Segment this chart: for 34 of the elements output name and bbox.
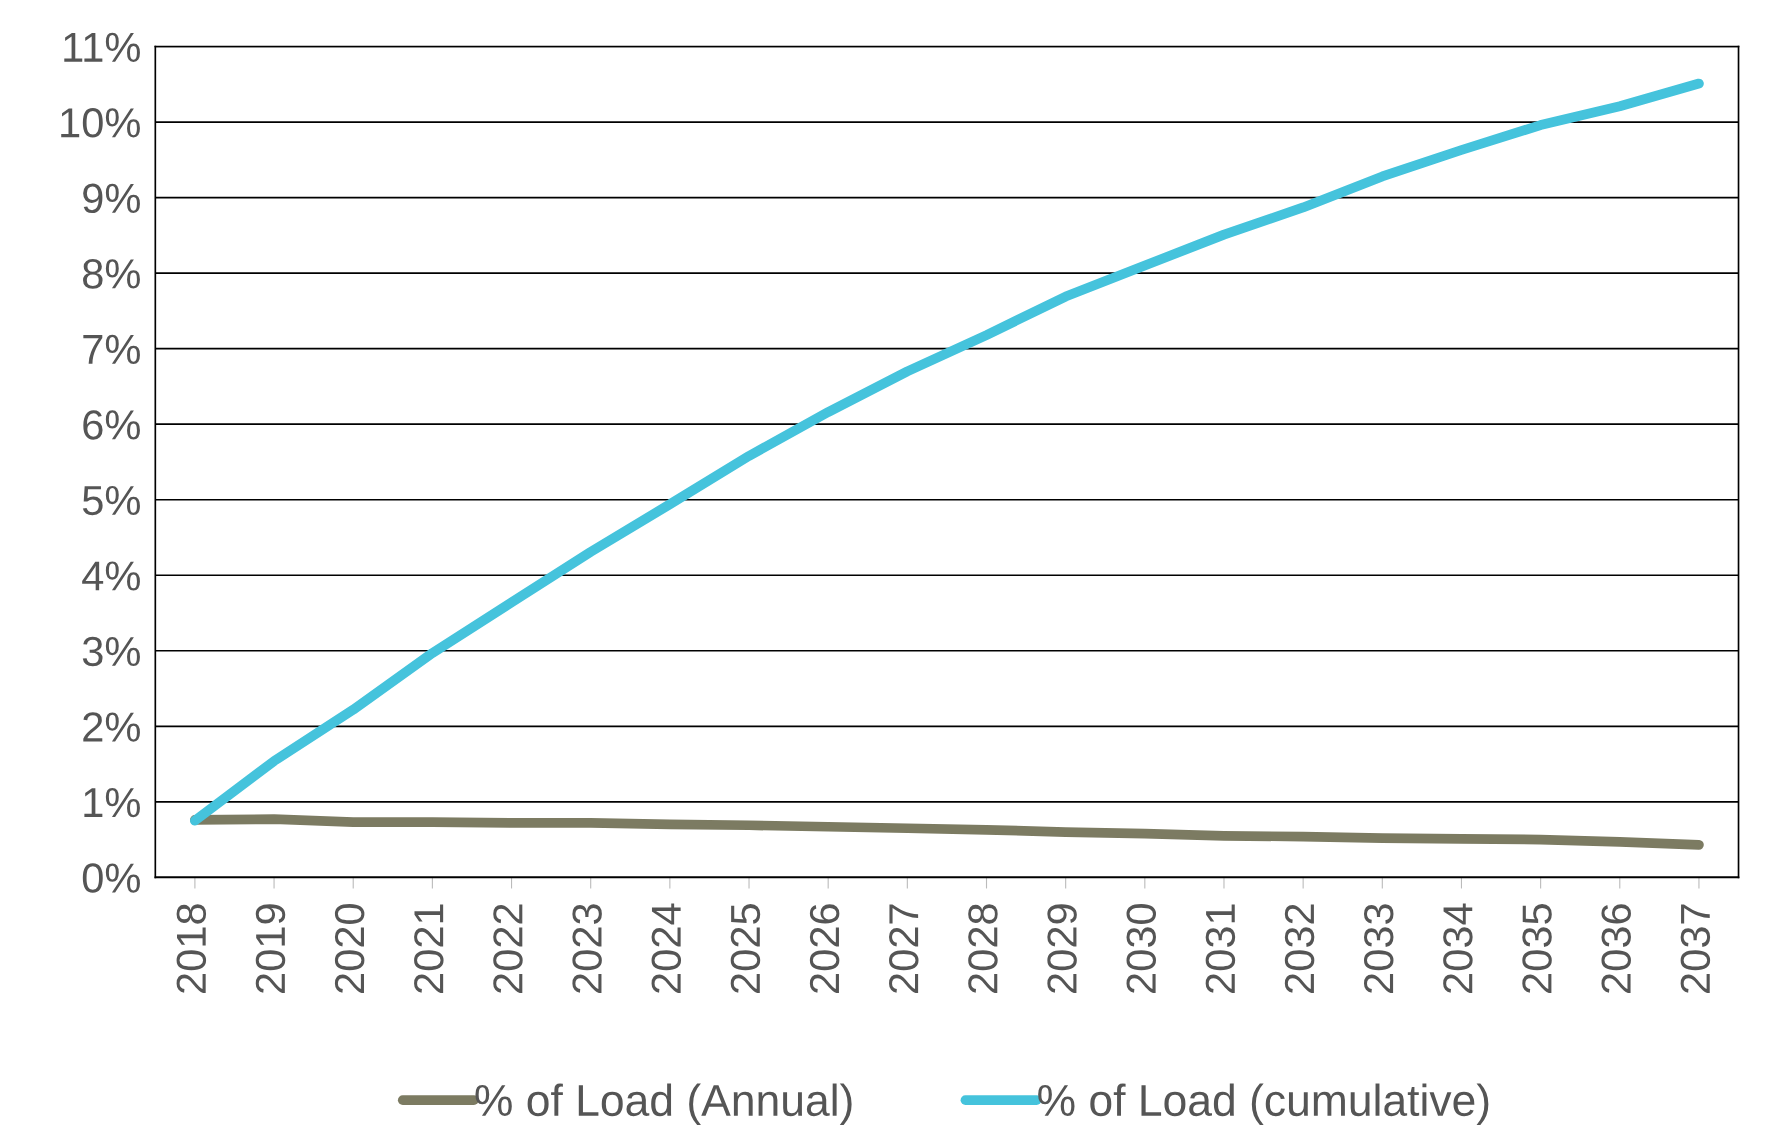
x-tick-label: 2032 <box>1284 904 1315 993</box>
x-tick-label: 2037 <box>1680 904 1711 993</box>
y-tick-label: 0% <box>82 863 140 893</box>
y-tick-label: 7% <box>83 334 140 364</box>
legend-label: % of Load (Annual) <box>475 1083 852 1125</box>
x-tick-label: 2023 <box>572 904 602 993</box>
x-tick-label: 2018 <box>176 904 207 993</box>
y-tick-label: 4% <box>82 561 140 591</box>
x-tick-label: 2030 <box>1126 903 1157 993</box>
x-tick-label: 2036 <box>1601 904 1631 993</box>
x-tick-label: 2033 <box>1363 904 1394 993</box>
y-tick-label: 2% <box>83 712 140 742</box>
x-tick-label: 2026 <box>809 904 840 993</box>
x-tick-label: 2034 <box>1443 903 1473 993</box>
y-tick-label: 9% <box>83 183 140 214</box>
y-tick-label: 11% <box>64 32 140 62</box>
x-tick-label: 2024 <box>651 903 682 993</box>
x-tick-label: 2021 <box>414 904 444 993</box>
y-tick-label: 5% <box>82 485 140 516</box>
y-tick-label: 6% <box>83 410 140 440</box>
x-tick-label: 2028 <box>968 904 998 993</box>
x-tick-label: 2019 <box>255 904 286 993</box>
x-tick-label: 2022 <box>493 904 523 993</box>
x-tick-label: 2020 <box>334 903 365 993</box>
x-tick-label: 2027 <box>889 904 919 993</box>
x-tick-label: 2029 <box>1047 904 1077 993</box>
x-tick-label: 2031 <box>1205 904 1236 993</box>
y-tick-label: 3% <box>82 636 140 667</box>
y-tick-label: 8% <box>83 259 140 289</box>
x-tick-label: 2025 <box>730 904 761 993</box>
y-tick-label: 1% <box>84 788 140 818</box>
legend-label: % of Load (cumulative) <box>1038 1083 1489 1125</box>
y-tick-label: 10% <box>61 108 140 138</box>
x-tick-label: 2035 <box>1522 904 1552 993</box>
